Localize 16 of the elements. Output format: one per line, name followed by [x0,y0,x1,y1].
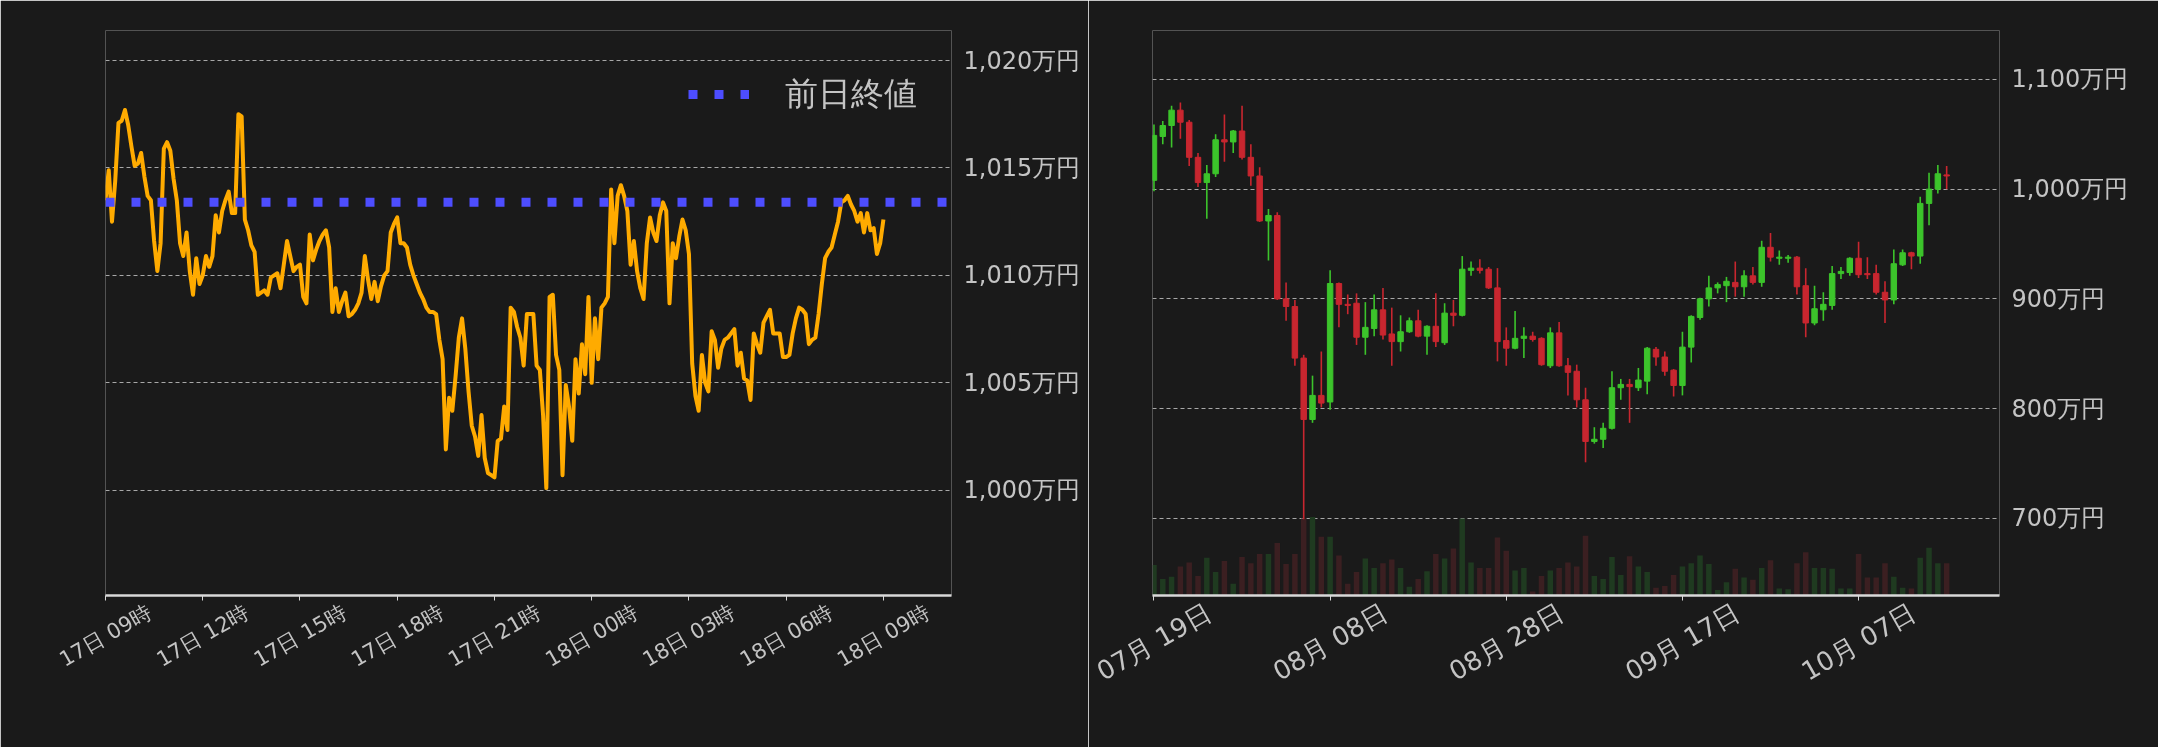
x-tick-label: 08月 08日 [1267,597,1393,687]
y-tick-label: 1,010万円 [963,261,1081,290]
x-tick-label: 07月 19日 [1091,597,1217,687]
x-tick-label: 10月 07日 [1796,597,1921,687]
y-tick-label: 1,000万円 [963,476,1081,505]
y-tick-label: 1,020万円 [963,46,1081,75]
y-tick-label: 900万円 [2011,284,2106,313]
legend-label: 前日終値 [785,72,917,115]
x-tick-label: 08月 28日 [1443,597,1569,687]
y-tick-label: 1,100万円 [2011,65,2129,94]
y-tick-label: 700万円 [2011,504,2106,533]
y-tick-label: 1,005万円 [963,368,1081,397]
x-tick-label: 09月 17日 [1620,597,1745,687]
y-tick-label: 1,000万円 [2011,175,2129,204]
y-tick-label: 800万円 [2011,394,2106,423]
y-tick-label: 1,015万円 [963,153,1081,182]
